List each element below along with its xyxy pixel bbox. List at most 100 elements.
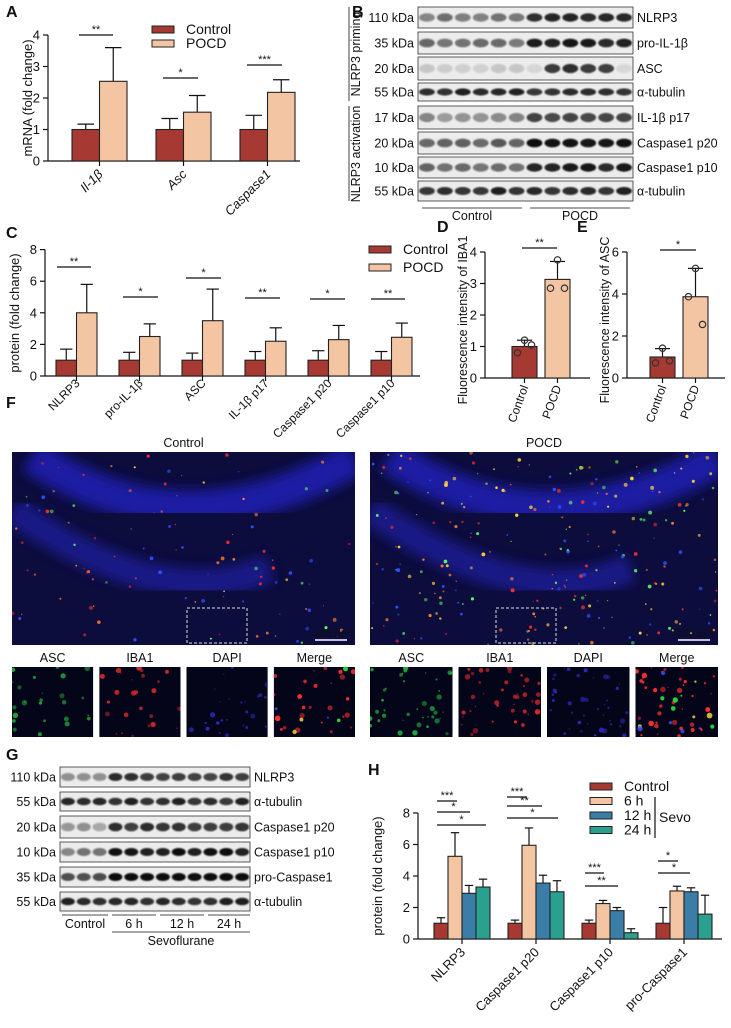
molecular-weight-label: 10 kDa [16,846,56,860]
molecular-weight-label: 17 kDa [374,111,414,125]
blot-band [219,773,234,781]
molecular-weight-label: 10 kDa [374,161,414,175]
blot-band [171,848,186,856]
x-tick-label: Control [643,383,669,424]
blot-band [187,822,202,832]
blot-band [60,797,75,806]
blot-band [490,88,507,96]
blot-band [187,797,202,806]
channel-label: IBA1 [486,651,513,665]
data-point [560,284,569,293]
blot-band [203,873,218,881]
row-group-label: NLRP3 activation [349,106,363,203]
panel-letter-H: H [368,762,380,779]
blot-band [472,112,489,123]
molecular-weight-label: 55 kDa [374,185,414,199]
y-tick-label: 0 [470,371,477,386]
blot-band [562,63,579,74]
bar-H-12-h-0 [461,892,477,940]
x-tick-label: Caspase1 p20 [270,376,335,441]
blot-strip [59,766,251,788]
y-tick-label: 0 [403,932,410,947]
blot-band [140,873,155,881]
data-point [658,344,667,352]
significance-stars: * [178,67,183,79]
blot-band [140,797,155,806]
bar-C-POCD-3 [264,340,287,377]
blot-band [616,38,632,48]
bar-C-Control-5 [370,359,393,377]
channel-image-DAPI [186,667,268,737]
y-tick-label: 4 [30,305,37,320]
blot-band [598,38,615,48]
y-tick-label: 0 [30,369,37,384]
bar-H-12-h-3 [683,891,699,940]
blot-band [419,112,435,123]
legend-label: Control [186,21,231,37]
y-tick-label: 1 [470,339,477,354]
bar-H-6-h-0 [447,855,463,940]
blot-band [508,63,525,74]
blot-band [203,797,218,806]
significance-stars: * [138,286,143,298]
blot-band [60,773,75,781]
blot-band [616,112,632,123]
bar-H-Control-1 [507,922,523,940]
blot-band [436,88,453,96]
blot-band [219,897,234,906]
blot-strip [417,6,634,29]
panel-H-chart: 0 2 4 6 8 NLRP3 Caspase1 p20 Caspase1 p10 pro-Ca… [370,778,722,1014]
blot-band [436,63,453,74]
blot-band [544,38,561,48]
y-axis-label: protein (fold change) [7,253,22,372]
channel-label: ASC [398,651,424,665]
blot-band [60,822,75,832]
y-tick-label: 3 [470,276,477,291]
panel-A-chart: 0 1 2 3 4 Il-1β Asc Caspase1 mRNA (fold change) *… [20,21,300,219]
blot-band [454,112,471,123]
channel-label: Merge [297,651,332,665]
blot-band [108,822,123,832]
lane-group-label: Control [65,917,105,931]
bar-C-Control-4 [307,359,330,377]
fluorescence-image-POCD [370,452,718,645]
panel-B-western-blot: 110 kDa NLRP3 35 kDa pro-IL-1β 20 kDa ASC 55 k… [348,6,718,223]
blot-band [155,822,170,832]
blot-band [598,112,615,123]
y-axis-label: Fluorescence intensity of IBA1 [456,236,470,405]
x-tick-label: POCD [539,383,564,421]
blot-band [436,187,453,195]
blot-band [472,163,489,172]
bar-H-24-h-0 [475,886,491,940]
molecular-weight-label: 110 kDa [10,771,56,785]
blot-strip [417,156,634,179]
blot-band [187,897,202,906]
channel-image-IBA1 [458,667,541,737]
significance-stars: * [676,239,681,251]
bar-H-6-h-2 [595,903,611,940]
x-tick-label: Caspase1 p10 [546,945,616,1015]
blot-strip [417,82,634,102]
channel-label: IBA1 [126,651,153,665]
blot-band [454,163,471,172]
lane-group-label: POCD [562,209,598,223]
blot-band [508,187,525,195]
blot-band [155,897,170,906]
blot-band [92,873,107,881]
blot-band [76,873,91,881]
blot-band [526,38,543,48]
lane-group-label: 24 h [217,917,241,931]
blot-band [140,897,155,906]
bar-E-POCD-1 [682,296,709,379]
blot-band [598,88,615,96]
blot-band [580,163,597,172]
blot-row-Caspase1-p10: 10 kDa Caspase1 p10 [16,841,335,863]
significance-stars: ** [384,288,393,300]
y-tick-label: 3 [33,59,40,74]
blot-row-α-tubulin: 55 kDa α-tubulin [374,180,685,202]
blot-band [544,187,561,195]
blot-band [472,38,489,48]
bar-H-12-h-2 [609,910,625,940]
